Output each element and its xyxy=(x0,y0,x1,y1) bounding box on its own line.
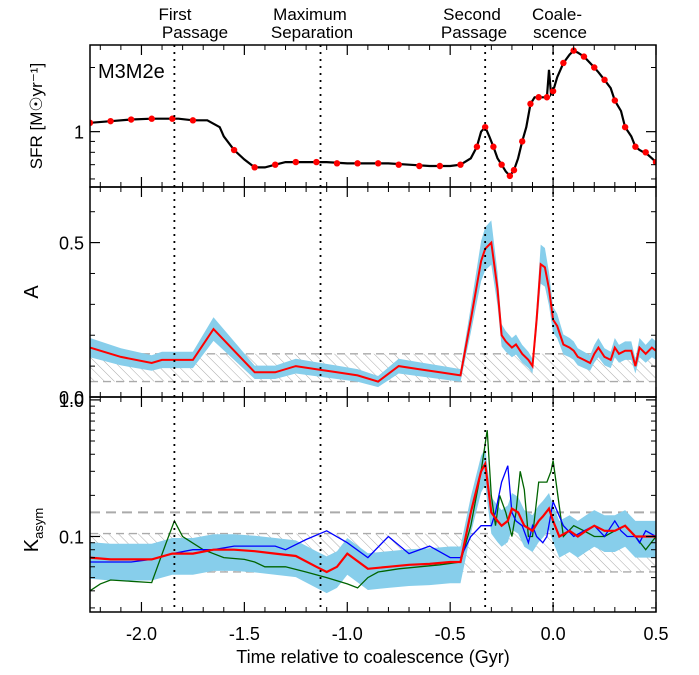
x-tick-label: -0.5 xyxy=(435,624,466,644)
sfr-point xyxy=(543,94,551,101)
x-tick-label: -2.0 xyxy=(126,624,157,644)
panel-a: A 0.0 0.5 xyxy=(21,186,657,408)
sfr-point xyxy=(374,160,382,167)
sfr-point xyxy=(230,146,238,154)
sfr-point xyxy=(580,53,588,60)
panel-kasym-frame xyxy=(89,396,657,613)
sfr-point xyxy=(632,143,639,150)
event-label-max-separation-line1: Maximum xyxy=(273,5,347,24)
a-line xyxy=(90,240,656,383)
sfr-point xyxy=(560,59,567,67)
sfr-point xyxy=(107,117,114,125)
panel-kasym: Kasym 0.1 1.0 -2.0 -1.5 -1.0 -0.5 0.0 0.5 Time … xyxy=(21,45,669,667)
sfr-point xyxy=(611,97,619,104)
x-tick-label: -1.5 xyxy=(229,624,260,644)
sfr-point xyxy=(490,143,497,150)
sfr-line xyxy=(90,49,656,178)
sfr-point xyxy=(621,123,629,131)
event-labels: First Passage Maximum Separation Second … xyxy=(158,5,586,42)
panel-kasym-ylabel: Kasym xyxy=(21,508,46,552)
sfr-point xyxy=(549,87,557,95)
sfr-point xyxy=(457,161,464,168)
panel-a-ylabel: A xyxy=(21,285,43,299)
sfr-ytick-label: 1 xyxy=(74,123,84,143)
sfr-point xyxy=(510,166,518,174)
sfr-point xyxy=(473,143,481,150)
sfr-point xyxy=(498,161,505,168)
k-ytick-label: 1.0 xyxy=(59,391,84,411)
sfr-point xyxy=(395,161,402,168)
a-ytick-label: 0.0 xyxy=(59,388,84,408)
sfr-point xyxy=(527,100,534,108)
k-ytick-label: 0.1 xyxy=(59,527,84,547)
sfr-point xyxy=(506,172,514,180)
sfr-point xyxy=(519,138,526,145)
sfr-point xyxy=(148,115,155,122)
sfr-point xyxy=(90,119,94,127)
sfr-point xyxy=(436,162,444,170)
sfr-point xyxy=(591,64,598,71)
x-tick-label: 0.0 xyxy=(541,624,566,644)
sfr-point xyxy=(416,162,423,170)
event-label-max-separation-line2: Separation xyxy=(271,23,353,42)
sfr-point xyxy=(570,47,577,54)
k-error-band xyxy=(90,448,656,594)
sfr-point xyxy=(481,123,489,131)
k-line-blue xyxy=(90,465,656,563)
x-tick-label: -1.0 xyxy=(332,624,363,644)
event-label-coalescence-line2: scence xyxy=(533,23,587,42)
sfr-point xyxy=(642,149,649,156)
sfr-point xyxy=(272,161,279,168)
event-label-first-passage-line2: Passage xyxy=(162,23,228,42)
event-label-first-passage-line1: First xyxy=(158,5,191,24)
sfr-point xyxy=(189,117,197,124)
x-axis-label: Time relative to coalescence (Gyr) xyxy=(236,647,509,667)
sfr-point xyxy=(535,94,542,101)
event-label-coalescence-line1: Coale- xyxy=(532,5,582,24)
event-label-second-passage-line1: Second xyxy=(443,5,501,24)
panel-sfr-ylabel: SFR [M☉yr⁻¹] xyxy=(27,63,46,169)
sfr-point xyxy=(292,158,300,166)
sfr-point xyxy=(601,76,608,84)
a-ytick-label: 0.5 xyxy=(59,234,84,254)
sfr-point xyxy=(169,115,176,122)
sfr-point xyxy=(251,164,258,171)
event-label-second-passage-line2: Passage xyxy=(441,23,507,42)
panel-sfr: M3M2e SFR [M☉yr⁻¹] 1 xyxy=(27,44,657,188)
x-tick-label: 0.5 xyxy=(643,624,668,644)
sfr-point xyxy=(652,158,656,166)
sfr-point xyxy=(354,160,361,167)
sfr-point xyxy=(333,160,341,167)
sfr-point xyxy=(313,158,320,166)
sfr-point xyxy=(127,116,135,123)
panel-sfr-annotation: M3M2e xyxy=(98,61,165,83)
k-line-red xyxy=(90,460,656,574)
